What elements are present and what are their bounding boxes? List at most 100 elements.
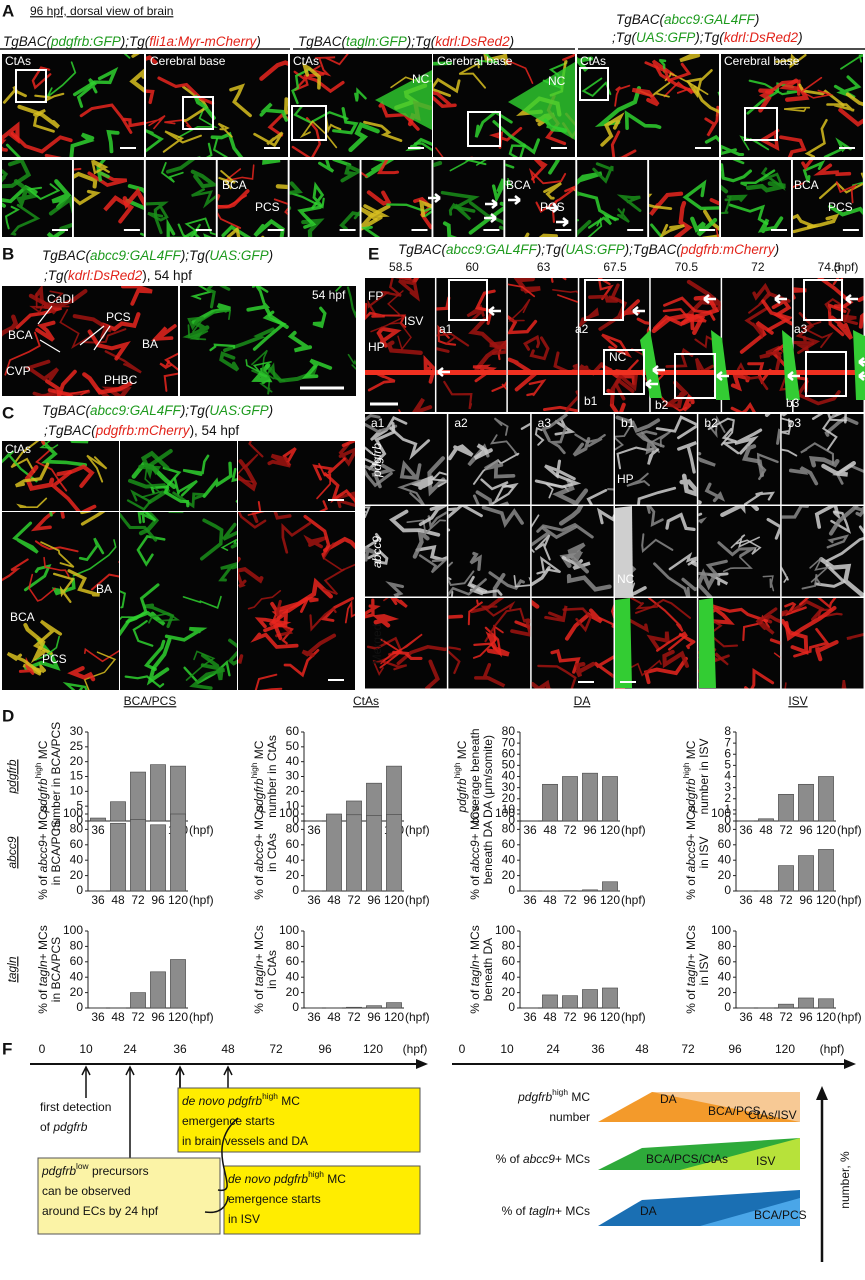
vessel [316,463,332,500]
vessel [90,561,119,591]
vessel [146,89,155,105]
vessel [566,542,589,574]
vessel [13,179,40,209]
vessel [748,79,798,96]
vessel [138,449,173,476]
vessel [835,314,859,326]
vessel [710,604,769,623]
y-tick-label: 20 [70,985,84,999]
vessel [390,598,408,608]
note-box [37,1157,221,1235]
text-segment: ), 54 hpf [190,423,240,438]
x-tick-label: 120 [816,1010,836,1024]
vessel [80,512,106,526]
vessel [529,336,550,361]
time-label: 67.5 [603,260,627,274]
vessel [776,428,781,445]
vessel [534,474,582,489]
vessel [35,447,68,492]
vessel [40,441,87,467]
micrograph-signal [238,512,355,690]
micrograph-signal [615,415,697,505]
arrow [508,195,521,205]
vessel [469,551,482,572]
pointer [125,1065,135,1098]
x-tick-label: 120 [600,823,620,837]
vessel [150,324,177,342]
y-tick-label: 0 [724,883,731,897]
vessel [600,112,625,147]
vessel [301,358,333,379]
micrograph [238,512,355,690]
y-axis-label: coverage beneath [468,728,482,824]
label: a1 [371,416,385,430]
bar [150,764,166,822]
vessel [815,640,839,662]
text-segment: pdgfrb:GFP [50,34,121,49]
y-tick-label: 20 [286,985,300,999]
vessel [106,129,120,154]
x-unit: (hpf) [621,1010,646,1024]
y-tick-label: 40 [502,769,516,783]
vessel [32,389,91,396]
vessel [120,512,158,542]
vessel [740,169,776,187]
vessel [372,614,400,628]
vessel [385,581,405,597]
y-tick-label: 10 [502,802,516,816]
vessel [514,620,531,630]
tick-label: 36 [173,1042,187,1056]
label: b3 [786,396,800,410]
roi-box [448,279,488,321]
vessel [281,521,312,554]
vessel [830,315,853,340]
tick-label: (hpf) [820,1042,845,1056]
text-segment: pdgfrb [684,778,698,813]
vessel [433,61,453,66]
vessel [826,534,849,549]
vessel [615,586,647,597]
bar [818,849,834,892]
y-tick-label: 100 [495,806,515,820]
vessel [209,343,236,352]
x-tick-label: 120 [816,823,836,837]
x-tick-label: 120 [600,1010,620,1024]
y-axis-label: beneath DA [481,821,495,884]
text-segment: );Tg( [535,242,567,257]
time-label: 60 [465,260,479,274]
x-tick-label: 36 [91,823,105,837]
y-tick-label: 50 [286,739,300,753]
vessel [491,178,504,204]
text-segment: % of [252,872,266,899]
vessel [322,542,355,572]
x-unit: (hpf) [837,893,862,907]
text-segment: abcc9 [684,840,698,872]
vessel [547,425,568,455]
vessel [145,201,169,235]
vessel [507,357,538,392]
vessel [574,433,606,448]
y-axis-label: in BCA/PCS [49,937,63,1002]
label: of pdgfrb [40,1120,88,1134]
band-label: ISV [756,1154,775,1168]
vessel [841,680,847,689]
y-tick-label: 0 [292,1000,299,1014]
label: Cerebral base [150,54,226,68]
text-segment: abcc9 [36,840,50,872]
arrow [484,213,497,223]
vessel [35,290,64,309]
vessel [685,69,713,99]
vessel [227,638,237,666]
arrow [632,306,645,316]
vessel [200,653,224,681]
y-tick-label: 0 [724,1000,731,1014]
micrograph-signal [534,414,614,505]
vessel [616,194,642,213]
y-tick-label: 0 [76,1000,83,1014]
x-unit: (hpf) [189,1010,214,1024]
vessel [838,107,863,127]
vessel [40,541,75,568]
column-title: BCA/PCS [124,694,177,708]
y-tick-label: 80 [502,822,516,836]
